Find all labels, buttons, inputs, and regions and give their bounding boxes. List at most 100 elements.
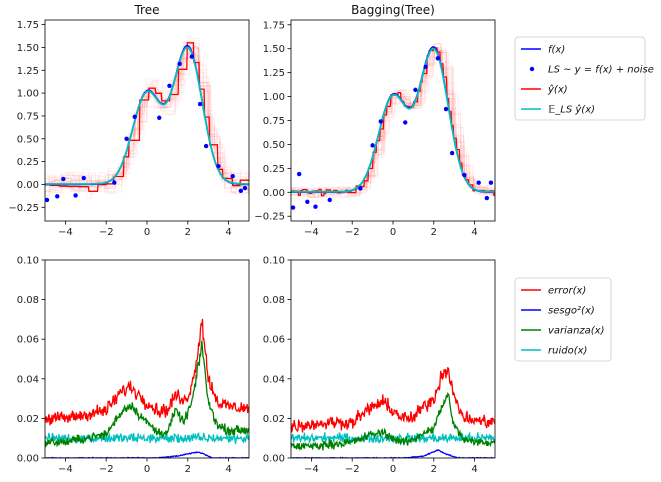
ls-point — [197, 101, 203, 107]
legend-label: ŷ(x) — [547, 84, 568, 96]
ls-point — [305, 199, 310, 205]
x-tick-label: 2 — [431, 227, 437, 238]
legend-label: error(x) — [548, 286, 586, 297]
x-tick-label: 2 — [431, 464, 437, 475]
y-tick-label: 0.04 — [263, 374, 285, 385]
mean-estimator-line — [45, 46, 249, 185]
estimator-realisation-line — [45, 42, 249, 194]
legend-label: varianza(x) — [548, 326, 605, 337]
plot-area — [45, 36, 249, 203]
y-tick-label: 0.75 — [263, 116, 285, 127]
ls-point — [45, 197, 50, 203]
x-tick-label: 0 — [144, 464, 150, 475]
y-tick-label: 1.75 — [263, 20, 285, 31]
series-ruidox-line — [45, 431, 249, 445]
x-tick-label: −4 — [304, 464, 319, 475]
y-tick-label: 0.10 — [263, 256, 285, 267]
y-tick-label: 0.50 — [263, 140, 285, 151]
series-errorx-line — [291, 366, 495, 433]
ls-point — [61, 176, 66, 182]
x-tick-label: −2 — [99, 227, 114, 238]
y-tick-label: 0.06 — [263, 335, 285, 346]
x-tick-label: −2 — [345, 227, 360, 238]
ls-point — [476, 180, 481, 185]
ls-point — [423, 64, 428, 70]
x-tick-label: 4 — [471, 227, 477, 238]
estimator-realisation-line — [291, 47, 495, 198]
ls-point — [296, 171, 302, 177]
x-tick-label: −4 — [58, 464, 73, 475]
y-tick-label: 1.25 — [263, 68, 285, 79]
x-tick-label: −2 — [345, 464, 360, 475]
ls-point — [378, 119, 383, 124]
ls-point — [73, 193, 78, 198]
x-tick-label: −4 — [304, 227, 319, 238]
y-tick-label: 1.00 — [17, 89, 39, 100]
ls-point — [124, 136, 129, 141]
ls-point — [81, 175, 86, 181]
series-varianzax-line — [45, 340, 249, 448]
y-tick-label: 0.06 — [17, 335, 39, 346]
ls-point — [413, 87, 418, 93]
ls-point — [484, 195, 490, 201]
y-tick-label: 1.75 — [17, 20, 39, 31]
ls-point — [370, 143, 375, 148]
y-tick-label: 0.25 — [263, 164, 285, 175]
axes-frame — [290, 259, 496, 459]
y-tick-label: 0.04 — [17, 374, 39, 385]
y-tick-label: 0.50 — [17, 134, 39, 145]
estimator-realisation-line — [45, 46, 249, 192]
estimator-realisation-line — [291, 49, 495, 198]
x-tick-label: 4 — [225, 227, 231, 238]
ls-point — [216, 163, 221, 169]
ls-point — [449, 150, 455, 156]
estimator-realisation-line — [45, 44, 249, 193]
panel-title: Bagging(Tree) — [351, 3, 435, 17]
ls-point — [313, 204, 318, 209]
ls-point — [189, 54, 195, 59]
legend-label: ruido(x) — [548, 346, 587, 357]
y-tick-label: 0.10 — [17, 256, 39, 267]
plot-area — [45, 318, 249, 458]
ls-point — [403, 120, 408, 125]
x-tick-label: 0 — [144, 227, 150, 238]
ls-point — [177, 61, 182, 67]
ls-point — [230, 174, 235, 179]
panel-bottom-left: −4 −2 0 2 4 0.00 0.02 0.04 0.06 0.08 0.10 — [17, 256, 250, 475]
ls-point — [443, 106, 449, 112]
ls-point — [112, 180, 117, 185]
ls-point — [157, 115, 162, 120]
plot-area — [291, 42, 495, 210]
series-sesgox-line — [45, 451, 249, 458]
legend-label: LS ~ y = f(x) + noise — [548, 65, 654, 76]
estimator-realisation-line — [45, 38, 249, 199]
estimator-realisation-line — [291, 44, 495, 198]
ls-point — [132, 114, 137, 120]
y-tick-label: 0.00 — [17, 180, 39, 191]
y-tick-label: 0.00 — [17, 454, 39, 465]
legend-label: 𝔼_LS ŷ(x) — [548, 104, 595, 116]
ls-point — [55, 194, 60, 199]
x-tick-label: 4 — [225, 464, 231, 475]
y-tick-label: 0.02 — [263, 414, 285, 425]
estimator-realisation-line — [45, 51, 249, 197]
legend-marker-point — [529, 66, 535, 72]
estimator-realisation-line — [291, 46, 495, 198]
legend-bottom: error(x) sesgo²(x) varianza(x) ruido(x) — [514, 277, 612, 362]
ls-point — [488, 180, 494, 185]
y-tick-label: 0.08 — [263, 295, 285, 306]
estimator-realisation-line — [291, 46, 495, 196]
panel-top-left: −4 −2 0 2 4 −0.25 0.00 0.25 0.50 0.75 1.00 1.25 1.50… — [8, 3, 250, 238]
panel-title: Tree — [133, 3, 159, 17]
estimator-realisation-line — [45, 48, 249, 193]
series-errorx-line — [45, 318, 249, 426]
estimator-realisation-line — [45, 56, 249, 196]
x-tick-label: 0 — [390, 227, 396, 238]
y-tick-label: 1.00 — [263, 92, 285, 103]
ls-point — [358, 186, 363, 191]
x-tick-label: 0 — [390, 464, 396, 475]
x-tick-label: 2 — [185, 227, 191, 238]
estimator-realisation-line — [45, 42, 249, 193]
series-varianzax-line — [291, 392, 495, 451]
